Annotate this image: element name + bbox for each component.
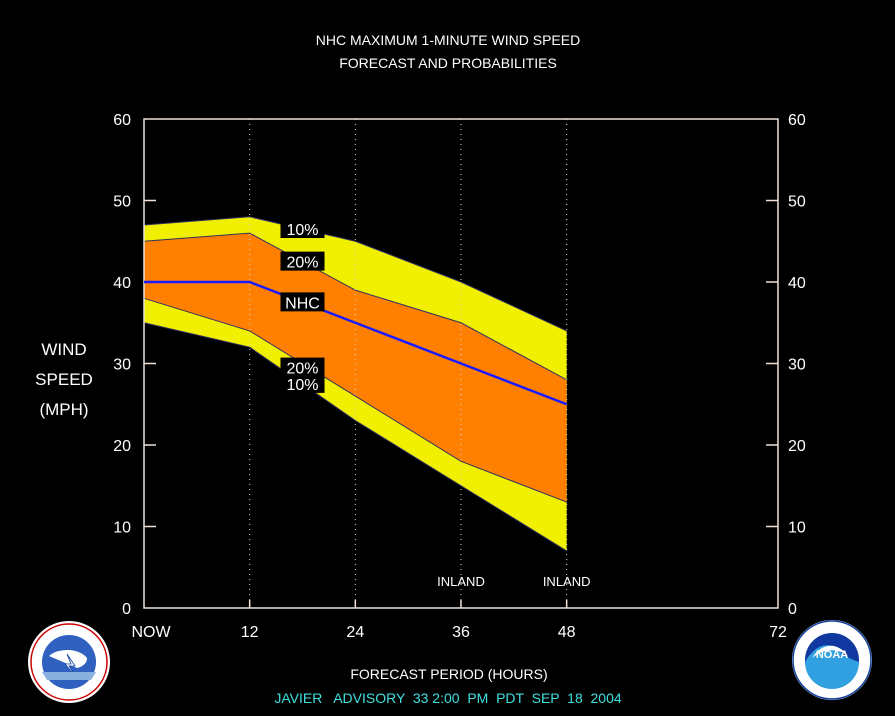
band-edge-line (143, 232, 567, 381)
inland-annotation: INLAND (437, 574, 485, 589)
band-label: 10% (286, 222, 318, 239)
band-label-box (280, 373, 325, 393)
band-edge-line (143, 297, 567, 503)
y-tick-label-left: 50 (113, 194, 131, 211)
band-label: 10% (286, 377, 318, 394)
x-tick-label: 12 (241, 624, 259, 641)
band-label-box (280, 219, 325, 239)
x-axis-label: FORECAST PERIOD (HOURS) (350, 666, 547, 682)
y-tick-label-right: 10 (788, 520, 806, 537)
inland-annotation: INLAND (543, 574, 591, 589)
band-label: 20% (286, 361, 318, 378)
chart-title: NHC MAXIMUM 1-MINUTE WIND SPEED (316, 32, 580, 48)
y-tick-label-left: 40 (113, 275, 131, 292)
x-tick-label: 48 (558, 624, 576, 641)
x-tick-label: 24 (346, 624, 364, 641)
band-label: 20% (286, 255, 318, 272)
y-tick-label-right: 60 (788, 112, 806, 129)
band-label: NHC (285, 295, 320, 312)
band-edge-line (143, 216, 567, 332)
band-label-box (280, 292, 325, 312)
y-axis-label: WIND SPEED (MPH) (35, 340, 93, 419)
y-tick-label-right: 0 (788, 601, 797, 618)
y-axis-label-line: (MPH) (39, 400, 88, 419)
y-tick-label-right: 40 (788, 275, 806, 292)
band-edge-line (143, 322, 567, 552)
advisory-footer: JAVIER ADVISORY 33 2:00 PM PDT SEP 18 20… (274, 690, 622, 706)
y-tick-label-left: 0 (122, 601, 131, 618)
y-tick-label-right: 30 (788, 357, 806, 374)
x-tick-label: 72 (769, 624, 787, 641)
y-tick-label-right: 50 (788, 194, 806, 211)
y-axis-label-line: WIND (41, 340, 86, 359)
y-axis-label-line: SPEED (35, 370, 93, 389)
x-tick-label: 36 (452, 624, 470, 641)
y-tick-label-left: 10 (113, 520, 131, 537)
y-tick-label-left: 30 (113, 357, 131, 374)
band-label-box (280, 251, 325, 271)
noaa-logo-icon: NOAA (792, 620, 872, 700)
band-label-box (280, 357, 325, 377)
nhc-forecast-line (144, 280, 568, 406)
y-tick-label-left: 60 (113, 112, 131, 129)
y-tick-label-right: 20 (788, 438, 806, 455)
noaa-logo-text: NOAA (816, 649, 848, 661)
x-tick-label: NOW (131, 624, 171, 641)
chart-subtitle: FORECAST AND PROBABILITIES (339, 55, 557, 71)
y-tick-label-left: 20 (113, 438, 131, 455)
nws-logo-icon (28, 621, 110, 703)
